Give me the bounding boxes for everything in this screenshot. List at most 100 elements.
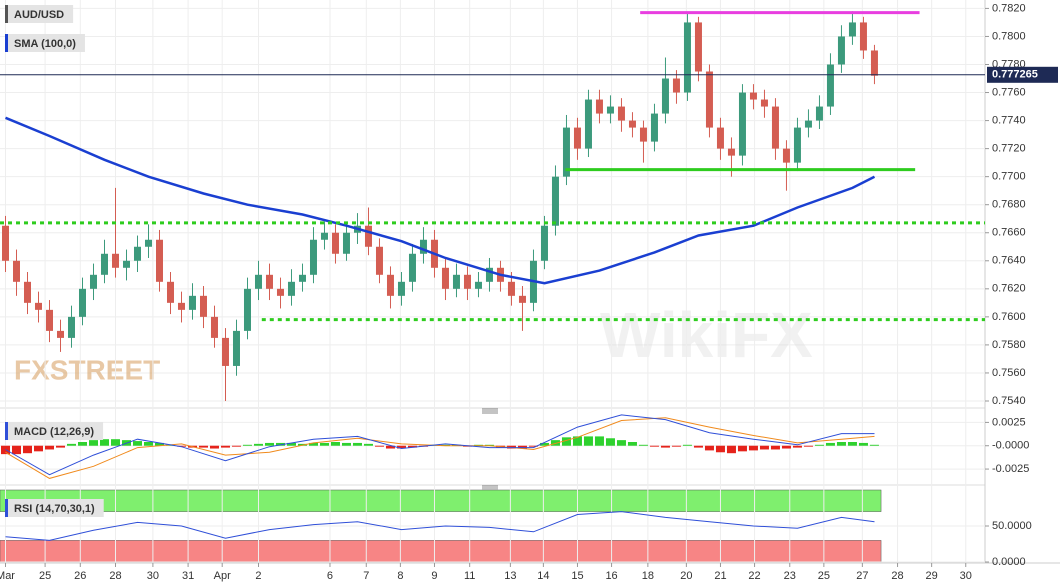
legend-label: RSI (14,70,30,1)	[14, 503, 95, 515]
x-tick-label: Mar	[0, 570, 15, 582]
candle-body	[551, 176, 559, 226]
candle-body	[683, 22, 691, 93]
legend-label: MACD (12,26,9)	[14, 426, 94, 438]
histogram-bar	[858, 442, 868, 446]
candle-body	[188, 295, 196, 310]
histogram-bar	[253, 443, 263, 446]
candle-body	[716, 127, 724, 149]
histogram-bar	[759, 445, 769, 450]
histogram-bar	[748, 445, 758, 451]
candle-body	[793, 127, 801, 163]
histogram-bar	[407, 445, 417, 448]
histogram-bar	[374, 445, 384, 447]
y-tick-label: 0.7560	[992, 367, 1026, 379]
legend-box	[5, 5, 74, 23]
histogram-bar	[528, 445, 538, 447]
histogram-bar	[77, 442, 87, 446]
histogram-bar	[385, 445, 395, 449]
indicator-line	[5, 511, 875, 541]
candle-body	[826, 64, 834, 107]
candle-body	[331, 232, 339, 254]
y-tick-label: 0.7740	[992, 114, 1026, 126]
candle-body	[1, 225, 9, 261]
histogram-bar	[836, 442, 846, 446]
candle-body	[320, 232, 328, 240]
candle-body	[133, 246, 141, 261]
candle-body	[804, 120, 812, 128]
candle-body	[474, 281, 482, 289]
histogram-bar	[627, 442, 637, 446]
candle-body	[254, 274, 262, 289]
grid-layer: FXSTREET WikiFX	[0, 0, 985, 563]
x-tick-label: 15	[571, 570, 583, 582]
x-tick-label: 2	[255, 570, 261, 582]
histogram-bar	[847, 442, 857, 446]
y-tick-label: 0.7600	[992, 311, 1026, 323]
candle-body	[639, 127, 647, 142]
x-tick-label: 13	[504, 570, 516, 582]
histogram-bar	[693, 445, 703, 448]
indicator-line	[5, 116, 876, 285]
histogram-bar	[704, 445, 714, 451]
x-tick-label: 27	[856, 570, 868, 582]
histogram-bar	[825, 442, 835, 446]
candle-body	[441, 267, 449, 289]
y-tick-label: 0.7760	[992, 86, 1026, 98]
histogram-bar	[539, 442, 549, 446]
x-tick-label: 31	[182, 570, 194, 582]
histogram-bar	[132, 441, 142, 446]
histogram-bar	[803, 445, 813, 447]
y-tick-label: 0.0000	[992, 556, 1026, 568]
candle-body	[221, 337, 229, 366]
candle-body	[694, 22, 702, 72]
candle-body	[276, 288, 284, 296]
y-tick-label: 0.0025	[992, 416, 1026, 428]
histogram-bar	[319, 442, 329, 446]
candle-body	[771, 106, 779, 149]
candle-body	[23, 281, 31, 303]
candle-body	[45, 309, 53, 331]
x-tick-label: 29	[926, 570, 938, 582]
candle-body	[507, 281, 515, 296]
candle-body	[848, 22, 856, 37]
watermark: FXSTREET	[14, 354, 160, 385]
candle-body	[12, 260, 20, 282]
candle-body	[815, 106, 823, 121]
candle-body	[122, 260, 130, 268]
y-tick-label: 0.7680	[992, 199, 1026, 211]
candle-body	[705, 71, 713, 128]
histogram-bar	[154, 442, 164, 446]
histogram-bar	[616, 440, 626, 446]
histogram-bar	[22, 445, 32, 454]
candle-body	[452, 274, 460, 289]
candle-body	[232, 330, 240, 366]
y-tick-label: 0.7820	[992, 2, 1026, 14]
candle-body	[397, 281, 405, 296]
x-tick-label: 11	[464, 570, 475, 582]
candle-body	[518, 295, 526, 303]
candle-body	[386, 274, 394, 296]
histogram-bar	[396, 445, 406, 449]
candle-body	[584, 99, 592, 149]
candle-body	[243, 288, 251, 331]
indicator-line	[5, 414, 875, 476]
candle-body	[364, 225, 372, 247]
legend-box	[5, 422, 104, 440]
histogram-bar	[583, 436, 593, 446]
histogram-bar	[561, 437, 571, 446]
marks-layer	[0, 11, 985, 541]
candle-body	[672, 78, 680, 93]
candle-body	[67, 316, 75, 338]
candle-body	[34, 302, 42, 310]
histogram-bar	[99, 439, 109, 446]
histogram-bar	[242, 444, 252, 446]
x-tick-label: Apr	[214, 570, 231, 582]
candle-body	[210, 316, 218, 338]
y-tick-label: 0.7640	[992, 255, 1026, 267]
candle-body	[199, 295, 207, 317]
legend-swatch	[5, 499, 8, 517]
histogram-bar	[330, 442, 340, 446]
candle-body	[738, 92, 746, 156]
candle-body	[650, 113, 658, 142]
